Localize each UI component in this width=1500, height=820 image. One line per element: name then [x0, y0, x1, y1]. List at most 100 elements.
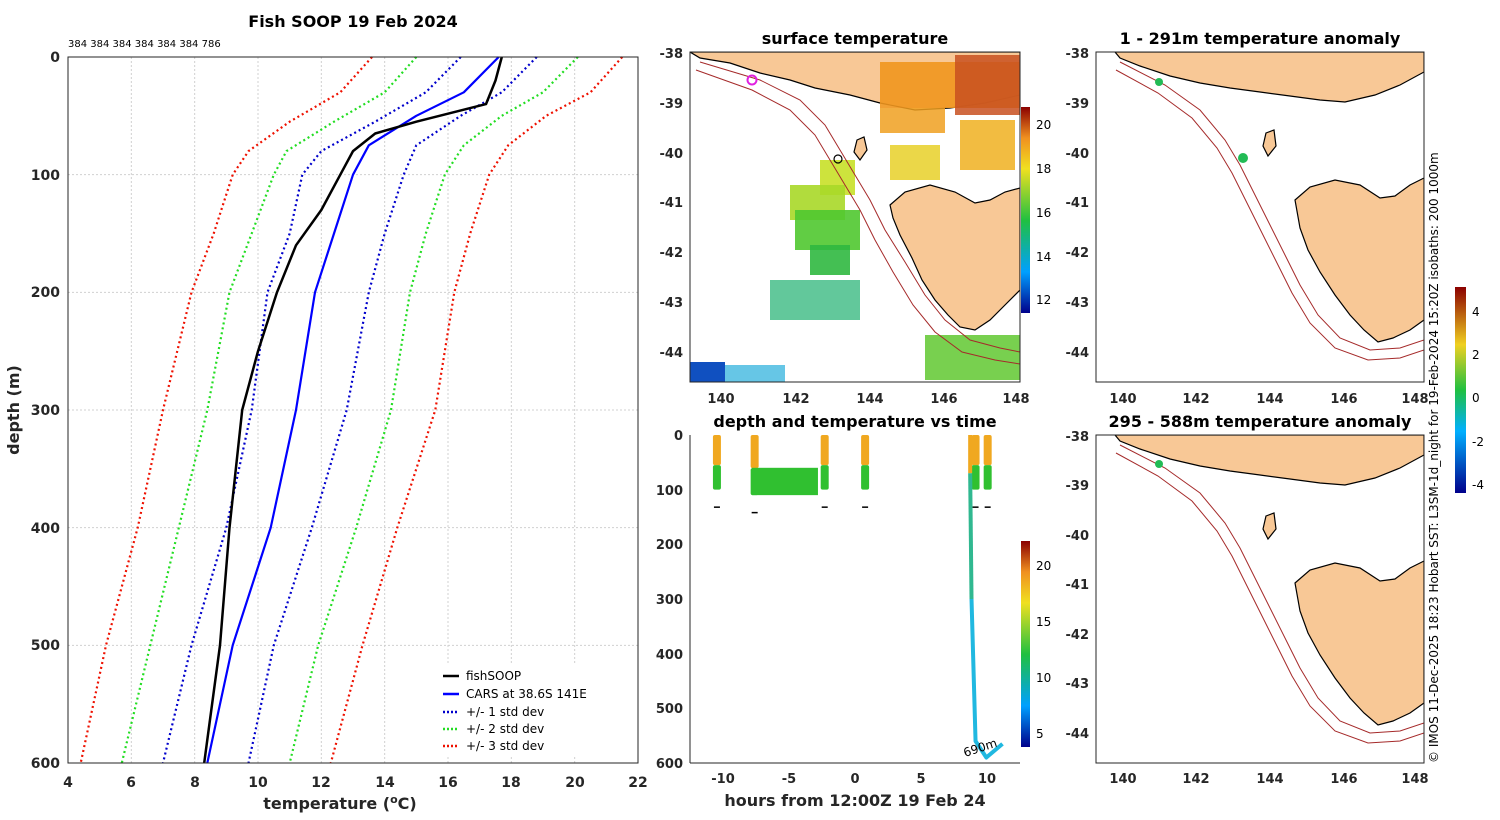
sst-colorbar-tick: 20 [1036, 118, 1051, 132]
profile-ytick: 0 [50, 50, 60, 66]
cast-upper [971, 435, 980, 466]
sst-cold-patch [725, 365, 785, 382]
time-xtick: 5 [916, 772, 925, 787]
anom2-ytick: -43 [1066, 677, 1090, 692]
time-ytick: 0 [674, 429, 683, 444]
anom2-station [1155, 460, 1163, 468]
anom1-ytick: -44 [1066, 346, 1090, 361]
time-colorbar-tick: 10 [1036, 671, 1051, 685]
cast-lower [983, 465, 992, 490]
time-colorbar-tick: 15 [1036, 615, 1051, 629]
anom2-xtick: 144 [1256, 772, 1283, 787]
sst-yticks: -38 -39 -40 -41 -42 -43 -44 [660, 47, 684, 361]
time-yticks: 0 100 200 300 400 500 600 [656, 429, 683, 772]
anom1-tasmania [1294, 177, 1424, 343]
profile-xticks: 4 6 8 10 12 14 16 18 20 22 [63, 775, 648, 791]
time-colorbar-tick: 5 [1036, 727, 1044, 741]
anom1-station [1155, 78, 1163, 86]
sst-hot-patch [955, 55, 1020, 115]
anom1-yticks: -38 -39 -40 -41 -42 -43 -44 [1066, 47, 1090, 361]
cast-lower [820, 465, 829, 490]
sst-cool-patch [795, 210, 860, 250]
profile-ytick: 600 [31, 756, 60, 772]
profile-yticks: 0 100 200 300 400 500 600 [31, 50, 60, 772]
sst-ytick: -38 [660, 47, 684, 62]
sst-colorbar-tick: 18 [1036, 162, 1051, 176]
anom1-station [1238, 153, 1248, 163]
sst-warm-patch [880, 108, 945, 133]
sst-warm-patch [890, 145, 940, 180]
sst-map [690, 52, 1020, 382]
sst-colorbar-tick: 16 [1036, 206, 1051, 220]
profile-series--3-std-dev-low [79, 56, 373, 764]
time-colorbar-tick: 20 [1036, 559, 1051, 573]
cast-upper [820, 435, 829, 466]
anom2-yticks: -38 -39 -40 -41 -42 -43 -44 [1066, 430, 1090, 742]
start-marker [746, 74, 758, 86]
anom1-xtick: 144 [1256, 392, 1283, 407]
profile-xtick: 8 [190, 775, 200, 791]
anom-colorbar-tick: 2 [1472, 348, 1480, 362]
time-panel: depth and temperature vs time 690m -10 -… [656, 412, 1051, 810]
anom2-panel: 295 - 588m temperature anomaly 140 142 1… [1066, 412, 1429, 787]
anom1-ytick: -42 [1066, 246, 1090, 261]
sst-pixels-warm [880, 55, 1020, 180]
legend-label: fishSOOP [466, 669, 521, 683]
legend-box [436, 664, 632, 757]
anom1-xticks: 140 142 144 146 148 [1109, 392, 1428, 407]
cast-lower [971, 465, 980, 490]
anom2-ytick: -39 [1066, 479, 1090, 494]
anom1-xtick: 142 [1182, 392, 1209, 407]
sst-cool-patch [810, 245, 850, 275]
time-ytick: 600 [656, 757, 683, 772]
deep-cast-lower [969, 598, 1004, 760]
anom1-ytick: -40 [1066, 147, 1090, 162]
sst-pixels-cool [690, 160, 1020, 382]
anom1-king-island [1262, 129, 1277, 158]
cast-upper [983, 435, 992, 466]
cast-lower [861, 465, 870, 490]
profile-legend: fishSOOP CARS at 38.6S 141E +/- 1 std de… [436, 664, 632, 757]
anom1-panel: 1 - 291m temperature anomaly 140 142 144… [1066, 29, 1429, 407]
cast-upper [750, 435, 759, 469]
anom2-map [1096, 435, 1424, 763]
profile-ytick: 400 [31, 521, 60, 537]
sst-xtick: 148 [1002, 392, 1029, 407]
anom1-xtick: 140 [1109, 392, 1136, 407]
sst-colorbar [1021, 107, 1030, 313]
sst-frame [689, 51, 1021, 383]
anom1-title: 1 - 291m temperature anomaly [1120, 29, 1401, 48]
sst-ytick: -44 [660, 346, 684, 361]
time-xtick: -5 [782, 772, 796, 787]
time-colorbar-ticks: 5 10 15 20 [1036, 559, 1051, 741]
time-ytick: 200 [656, 538, 683, 553]
isobath-1000m [695, 69, 1020, 365]
profile-series-fishsoop [202, 56, 504, 764]
profile-series--3-std-dev-high [329, 56, 624, 764]
profile-series-cars-at-38-6s-141e [206, 56, 500, 764]
cast-lower [712, 465, 721, 490]
time-colorbar [1021, 541, 1030, 747]
sst-xtick: 140 [707, 392, 734, 407]
anom2-isobath-1000m [1115, 452, 1424, 744]
profile-xtick: 16 [438, 775, 457, 791]
sst-xtick: 146 [930, 392, 957, 407]
anom2-ytick: -38 [1066, 430, 1090, 445]
profile-xtick: 6 [126, 775, 136, 791]
king-island [853, 136, 868, 162]
anom2-xtick: 148 [1401, 772, 1428, 787]
profile-ytick: 300 [31, 403, 60, 419]
anom2-isobath-200m [1119, 444, 1424, 734]
anom-colorbar-group: 4 2 0 -2 -4 [1455, 287, 1484, 493]
anom2-xtick: 146 [1330, 772, 1357, 787]
profile-xtick: 14 [375, 775, 395, 791]
anom1-ytick: -39 [1066, 97, 1090, 112]
anom-colorbar-tick: 0 [1472, 391, 1480, 405]
profile-xtick: 10 [248, 775, 268, 791]
anom1-xtick: 146 [1330, 392, 1357, 407]
anom2-xtick: 142 [1182, 772, 1209, 787]
profile-ytick: 200 [31, 285, 60, 301]
time-marks [689, 435, 1020, 764]
anom2-tasmania [1294, 560, 1424, 726]
